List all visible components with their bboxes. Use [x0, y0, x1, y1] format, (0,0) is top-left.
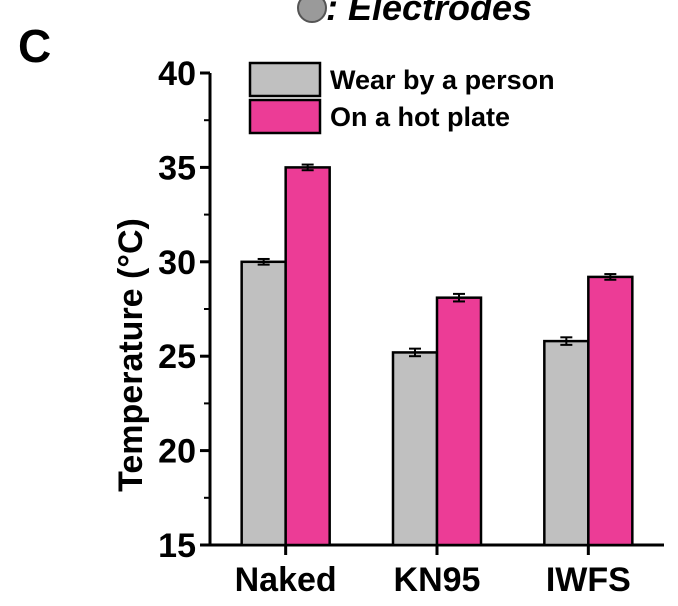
legend: Wear by a person On a hot plate: [248, 61, 555, 135]
bar: [587, 275, 634, 547]
legend-swatch: [248, 61, 322, 98]
legend-swatch: [248, 98, 322, 135]
electrode-marker-icon: [297, 0, 327, 23]
y-tick-label: 40: [158, 55, 196, 93]
y-tick-label: 25: [158, 338, 196, 376]
y-axis-label: Temperature (°C): [112, 218, 150, 492]
bar: [284, 166, 331, 547]
y-ticks: 15 20 25 30 35 40: [158, 55, 210, 565]
bar: [543, 339, 590, 547]
legend-label: Wear by a person: [330, 65, 555, 95]
bar: [435, 296, 483, 547]
y-tick-label: 20: [158, 433, 196, 471]
legend-label: On a hot plate: [330, 102, 510, 132]
panel-letter: C: [18, 20, 51, 72]
bar: [391, 351, 439, 547]
y-tick-label: 35: [158, 149, 196, 187]
figure-header: : Electrodes: [326, 0, 532, 28]
bar: [240, 260, 287, 547]
x-ticks: Naked KN95 IWFS: [235, 545, 631, 599]
bars: [240, 163, 634, 547]
x-tick-label: KN95: [394, 561, 481, 599]
y-tick-label: 15: [158, 527, 196, 565]
x-tick-label: Naked: [235, 561, 337, 599]
x-tick-label: IWFS: [546, 561, 631, 599]
y-tick-label: 30: [158, 244, 196, 282]
